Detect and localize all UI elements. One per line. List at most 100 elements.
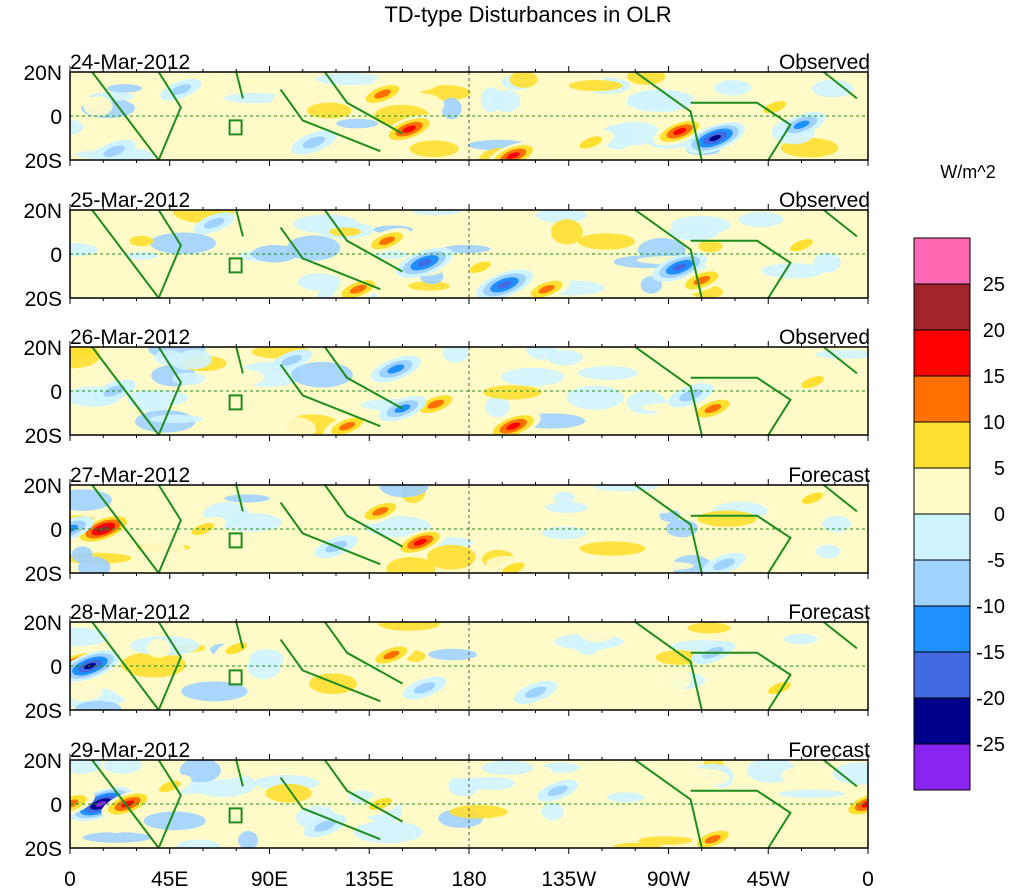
- background-anomaly: [336, 118, 379, 129]
- background-anomaly: [70, 242, 99, 257]
- background-anomaly: [832, 762, 868, 785]
- olr-anomaly: [579, 136, 603, 149]
- coastline: [235, 622, 244, 649]
- coastline: [823, 347, 858, 375]
- coastline: [634, 485, 792, 573]
- olr-anomaly: [349, 284, 367, 294]
- colorbar-label: -25: [976, 734, 1005, 756]
- olr-anomaly: [372, 507, 389, 516]
- y-tick-label: 0: [50, 519, 62, 542]
- coastline: [279, 777, 381, 841]
- background-anomaly: [658, 544, 714, 556]
- y-tick-label: 20S: [25, 425, 62, 448]
- background-anomaly: [149, 414, 204, 423]
- olr-anomaly: [673, 127, 687, 135]
- coastline: [823, 760, 858, 788]
- background-anomaly: [542, 526, 587, 540]
- olr-anomaly: [374, 89, 391, 99]
- background-anomaly: [102, 813, 129, 834]
- olr-anomaly: [387, 364, 405, 374]
- region-box: [228, 257, 243, 274]
- background-anomaly: [224, 494, 270, 503]
- background-anomaly: [121, 651, 187, 678]
- background-anomaly: [437, 662, 461, 673]
- x-tick-label: 90W: [647, 868, 690, 890]
- background-anomaly: [410, 210, 462, 216]
- background-anomaly: [259, 78, 329, 96]
- coastline: [279, 227, 381, 291]
- background-anomaly: [75, 700, 122, 710]
- panel-date: 25-Mar-2012: [70, 189, 190, 212]
- coastline: [634, 760, 792, 848]
- y-tick-label: 0: [50, 381, 62, 404]
- background-anomaly: [149, 232, 216, 255]
- background-anomaly: [541, 802, 564, 821]
- background-anomaly: [820, 665, 865, 687]
- colorbar-swatch: [913, 651, 971, 699]
- background-anomaly: [448, 775, 472, 796]
- panel-kind: Observed: [779, 189, 870, 212]
- x-tick-label: 45W: [747, 868, 790, 890]
- background-anomaly: [379, 485, 429, 498]
- olr-anomaly: [801, 492, 824, 504]
- background-anomaly: [263, 416, 316, 435]
- y-tick-label: 0: [50, 244, 62, 267]
- olr-anomaly: [413, 682, 436, 694]
- background-anomaly: [409, 140, 459, 157]
- region-box: [228, 394, 243, 411]
- background-anomaly: [297, 273, 341, 291]
- background-anomaly: [218, 512, 283, 532]
- y-tick-label: 0: [50, 106, 62, 129]
- background-anomaly: [660, 768, 730, 788]
- olr-anomaly: [158, 780, 181, 793]
- background-anomaly: [476, 654, 507, 680]
- olr-anomaly: [538, 284, 555, 294]
- background-anomaly: [487, 498, 520, 513]
- background-anomaly: [671, 215, 731, 235]
- colorbar-swatch: [913, 743, 971, 791]
- background-anomaly: [271, 91, 296, 116]
- background-anomaly: [738, 211, 784, 228]
- background-anomaly: [509, 72, 538, 88]
- background-anomaly: [483, 385, 542, 400]
- background-anomaly: [83, 96, 113, 117]
- coastline: [324, 347, 403, 410]
- background-anomaly: [577, 365, 638, 381]
- panel-date: 26-Mar-2012: [70, 326, 190, 349]
- background-anomaly: [320, 556, 378, 569]
- background-anomaly: [197, 404, 253, 429]
- background-anomaly: [274, 622, 312, 630]
- background-anomaly: [442, 244, 491, 254]
- colorbar-swatch: [913, 559, 971, 607]
- background-anomaly: [443, 761, 486, 779]
- colorbar-swatch: [913, 237, 971, 285]
- coastline: [324, 622, 403, 685]
- background-anomaly: [333, 257, 358, 274]
- background-anomaly: [535, 210, 587, 223]
- background-anomaly: [470, 776, 515, 790]
- olr-anomaly: [713, 558, 735, 570]
- olr-anomaly: [417, 258, 432, 267]
- olr-anomaly: [704, 834, 721, 844]
- background-anomaly: [761, 263, 825, 279]
- background-anomaly: [480, 87, 502, 113]
- olr-anomaly: [679, 389, 703, 402]
- background-anomaly: [713, 79, 752, 96]
- background-anomaly: [177, 349, 212, 370]
- background-anomaly: [547, 349, 583, 366]
- background-anomaly: [78, 556, 111, 573]
- region-box: [228, 669, 243, 686]
- background-anomaly: [172, 372, 205, 385]
- background-anomaly: [70, 119, 83, 135]
- background-anomaly: [626, 72, 666, 85]
- olr-anomaly: [469, 261, 491, 273]
- olr-anomaly: [501, 562, 525, 573]
- background-anomaly: [442, 347, 469, 363]
- coastline: [157, 760, 182, 848]
- map-panel: 28-Mar-2012 Forecast 20N 0 20S: [23, 601, 870, 723]
- background-anomaly: [593, 485, 658, 492]
- panel-kind: Observed: [779, 51, 870, 74]
- background-anomaly: [585, 249, 610, 258]
- y-tick-label: 20S: [25, 150, 62, 173]
